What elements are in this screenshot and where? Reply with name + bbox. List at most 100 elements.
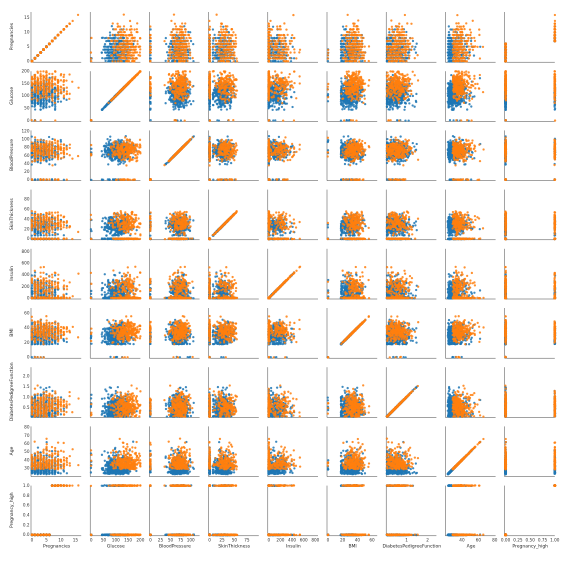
scatter-point bbox=[126, 43, 128, 45]
scatter-point bbox=[127, 54, 129, 56]
scatter-point bbox=[134, 40, 136, 42]
scatter-point bbox=[107, 52, 109, 54]
scatter-point bbox=[120, 31, 122, 33]
scatter-point bbox=[113, 28, 115, 30]
scatter-point bbox=[31, 60, 33, 62]
y-tick-label: 10 bbox=[24, 30, 30, 35]
scatter-point bbox=[131, 34, 133, 36]
scatter-point bbox=[110, 54, 112, 56]
scatter-point bbox=[170, 40, 172, 42]
scatter-point bbox=[131, 40, 133, 42]
y-tick-label: 0 bbox=[27, 59, 30, 64]
scatter-point bbox=[139, 51, 141, 53]
scatter-point bbox=[66, 25, 68, 27]
scatter-point bbox=[116, 40, 118, 42]
scatter-point bbox=[134, 51, 136, 53]
scatter-point bbox=[117, 26, 119, 28]
scatter-point bbox=[51, 40, 53, 42]
scatter-point bbox=[43, 48, 45, 50]
scatter-point bbox=[123, 31, 125, 33]
scatter-point bbox=[192, 43, 194, 45]
scatter-point bbox=[115, 51, 117, 53]
scatter-point bbox=[114, 42, 116, 44]
scatter-point bbox=[130, 25, 132, 27]
scatter-point bbox=[132, 37, 134, 39]
scatter-point bbox=[113, 52, 115, 54]
pairplot-panels: 051015Pregnancies050100150200Glucose0204… bbox=[9, 12, 560, 549]
scatter-point bbox=[116, 23, 118, 25]
scatter-point bbox=[107, 37, 109, 39]
scatter-point bbox=[120, 40, 122, 42]
scatter-point bbox=[133, 60, 135, 62]
scatter-point bbox=[119, 54, 121, 56]
scatter-point bbox=[39, 52, 41, 54]
scatter-point bbox=[90, 37, 92, 39]
scatter-point bbox=[131, 54, 133, 56]
scatter-point bbox=[116, 43, 118, 45]
scatter-point bbox=[101, 57, 103, 59]
scatter-point bbox=[123, 45, 125, 47]
scatter-point bbox=[118, 51, 120, 53]
scatter-point bbox=[112, 34, 114, 36]
scatter-point bbox=[165, 43, 167, 45]
scatter-point bbox=[119, 43, 121, 45]
scatter-point bbox=[118, 57, 120, 59]
scatter-point bbox=[187, 31, 189, 33]
scatter-point bbox=[149, 57, 151, 59]
scatter-point bbox=[120, 49, 122, 51]
scatter-point bbox=[139, 55, 141, 57]
scatter-point bbox=[108, 57, 110, 59]
y-axis-label: Pregnancies bbox=[9, 22, 15, 50]
scatter-point bbox=[107, 54, 109, 56]
scatter-point bbox=[48, 42, 50, 44]
scatter-point bbox=[120, 60, 122, 62]
scatter-point bbox=[117, 60, 119, 62]
scatter-point bbox=[114, 60, 116, 62]
scatter-point bbox=[104, 51, 106, 53]
scatter-point bbox=[116, 48, 118, 50]
scatter-point bbox=[136, 22, 138, 24]
scatter-point bbox=[139, 48, 141, 50]
scatter-point bbox=[104, 43, 106, 45]
scatter-point bbox=[36, 54, 38, 56]
scatter-point bbox=[69, 23, 71, 25]
scatter-point bbox=[63, 28, 65, 30]
scatter-point bbox=[77, 14, 79, 16]
scatter-point bbox=[107, 49, 109, 51]
scatter-point bbox=[104, 60, 106, 62]
scatter-point bbox=[122, 57, 124, 59]
scatter-point bbox=[111, 25, 113, 27]
y-tick-label: 5 bbox=[27, 44, 30, 49]
scatter-point bbox=[131, 46, 133, 48]
scatter-point bbox=[134, 46, 136, 48]
scatter-point bbox=[128, 48, 130, 50]
scatter-point bbox=[110, 48, 112, 50]
scatter-point bbox=[121, 34, 123, 36]
scatter-point bbox=[105, 37, 107, 39]
scatter-point bbox=[105, 46, 107, 48]
scatter-point bbox=[112, 57, 114, 59]
scatter-point bbox=[123, 48, 125, 50]
panel-Pregnancies-vs-BloodPressure bbox=[149, 12, 200, 63]
scatter-point bbox=[90, 60, 92, 62]
scatter-point bbox=[122, 51, 124, 53]
scatter-point bbox=[165, 60, 167, 62]
scatter-point bbox=[127, 46, 129, 48]
scatter-point bbox=[130, 31, 132, 33]
scatter-point bbox=[103, 46, 105, 48]
scatter-point bbox=[105, 40, 107, 42]
scatter-point bbox=[115, 37, 117, 39]
scatter-point bbox=[136, 31, 138, 33]
scatter-point bbox=[117, 34, 119, 36]
scatter-point bbox=[46, 45, 48, 47]
scatter-point bbox=[111, 40, 113, 42]
scatter-point bbox=[128, 34, 130, 36]
scatter-point bbox=[149, 54, 151, 56]
scatter-point bbox=[136, 43, 138, 45]
scatter-point bbox=[72, 20, 74, 22]
scatter-point bbox=[125, 60, 127, 62]
scatter-point bbox=[109, 43, 111, 45]
scatter-point bbox=[123, 25, 125, 27]
